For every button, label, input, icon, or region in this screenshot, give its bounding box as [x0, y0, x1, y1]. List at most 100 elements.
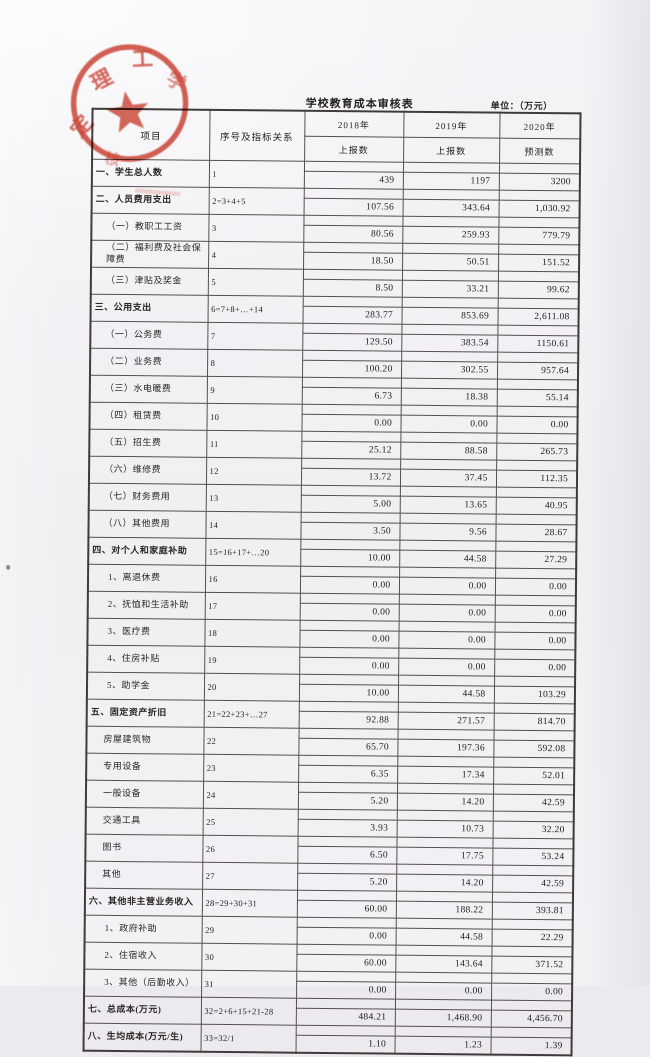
seal-illegible-text-mark	[134, 188, 181, 196]
row-label: （七）财务费用	[88, 483, 206, 512]
row-label: 一般设备	[85, 780, 204, 809]
col-subheader-2019: 上报数	[403, 137, 500, 164]
cell-value-2018: 0.00	[299, 603, 399, 622]
row-label: （二）福利费及社会保障费	[91, 240, 209, 269]
row-label: 六、其他非主营业务收入	[84, 888, 203, 917]
row-serial: 14	[205, 511, 301, 540]
row-label: （三）津贴及奖金	[90, 267, 209, 296]
row-label: （四）租赁费	[89, 402, 207, 431]
row-serial: 16	[204, 565, 301, 594]
seal-star-icon	[106, 91, 149, 133]
seal-char-3: 工	[131, 47, 153, 72]
cell-value-2018: 0.00	[299, 630, 399, 649]
cell-value-2018: 0.00	[299, 657, 399, 676]
cell-value-2019: 44.58	[395, 928, 492, 947]
unit-label: 单位：（万元）	[490, 100, 553, 112]
row-label: 5、助学金	[86, 672, 205, 701]
row-serial: 25	[202, 808, 298, 837]
cell-value-2020: 393.81	[491, 902, 573, 920]
cell-value-2018: 3.93	[297, 819, 397, 838]
row-label: （一）教职工工资	[91, 213, 209, 242]
cell-value-2019: 343.64	[402, 199, 499, 218]
cell-value-2018: 6.73	[301, 387, 401, 406]
row-serial: 19	[204, 646, 300, 675]
row-label: （三）水电暖费	[89, 375, 207, 404]
row-label: 2、住宿收入	[84, 942, 202, 971]
cell-value-2020: 0.00	[494, 605, 576, 623]
cell-value-2019: 853.69	[401, 307, 498, 326]
cell-value-2020: 592.08	[493, 740, 575, 758]
cell-value-2020: 53.24	[492, 848, 574, 866]
cell-value-2020: 3200	[498, 173, 580, 191]
cell-value-2018: 6.50	[297, 846, 397, 865]
cell-value-2020: 28.67	[495, 524, 577, 542]
cell-value-2020: 32.20	[492, 821, 574, 839]
cell-value-2020: 151.52	[498, 254, 580, 272]
cell-value-2018: 0.00	[299, 576, 400, 595]
row-label: 八、生均成本(万元/生)	[83, 1023, 201, 1052]
row-label: 其他	[85, 861, 203, 890]
row-serial: 7	[207, 322, 303, 351]
row-serial: 2=3+4+5	[208, 187, 304, 216]
cell-value-2018: 6.35	[298, 765, 398, 784]
row-serial: 32=2+6+15+21-28	[200, 997, 297, 1026]
row-serial: 21=22+23+…27	[203, 700, 299, 729]
row-serial: 13	[205, 484, 301, 513]
row-serial: 9	[206, 376, 302, 405]
cell-value-2019: 13.65	[399, 496, 496, 515]
cell-value-2018: 8.50	[302, 279, 402, 298]
cell-value-2020: 2,611.08	[497, 308, 579, 326]
cell-value-2019: 14.20	[396, 874, 493, 893]
cell-value-2019: 383.54	[401, 334, 498, 353]
cell-value-2019: 0.00	[398, 604, 495, 623]
cell-value-2018: 0.00	[296, 927, 396, 946]
cell-value-2018: 0.00	[296, 981, 396, 1000]
cell-value-2020: 0.00	[494, 632, 576, 650]
cell-value-2018: 60.00	[296, 900, 396, 919]
cell-value-2019: 259.93	[402, 226, 499, 245]
row-serial: 17	[204, 592, 300, 621]
cell-value-2018: 10.00	[300, 549, 400, 568]
cell-value-2020: 371.52	[491, 956, 573, 974]
row-serial: 8	[206, 349, 303, 378]
cost-table: 项目 序号及指标关系 2018年 2019年 2020年 上报数 上报数 预测数…	[82, 107, 582, 1057]
row-serial: 15=16+17+…20	[205, 538, 301, 567]
row-label: （六）维修费	[88, 456, 207, 485]
cell-value-2019: 17.34	[397, 766, 494, 785]
cell-value-2018: 13.72	[300, 468, 401, 487]
cell-value-2019: 50.51	[402, 253, 499, 272]
row-serial: 10	[206, 403, 302, 432]
cell-value-2019: 0.00	[398, 658, 495, 677]
cell-value-2018: 60.00	[296, 954, 396, 973]
cell-value-2020: 779.79	[498, 227, 580, 245]
seal-char-2: 理	[87, 64, 117, 95]
row-label: 三、公用支出	[90, 294, 208, 323]
row-label: 四、对个人和家庭补助	[88, 537, 206, 566]
cell-value-2020: 22.29	[491, 929, 573, 947]
cell-value-2018: 439	[303, 171, 403, 190]
col-header-serial: 序号及指标关系	[209, 109, 305, 162]
row-serial: 29	[201, 916, 297, 945]
cell-value-2020: 27.29	[495, 551, 577, 569]
row-label: 1、离退休费	[87, 564, 206, 593]
cell-value-2018: 25.12	[301, 441, 401, 460]
cell-value-2019: 17.75	[396, 847, 493, 866]
row-serial: 30	[201, 943, 297, 972]
cell-value-2018: 100.20	[301, 360, 402, 379]
row-serial: 28=29+30+31	[201, 889, 298, 918]
document-sheet: 学校教育成本审核表 单位：（万元） 项目 序号及指标关系 2018年 2019年…	[6, 44, 582, 1057]
cell-value-2020: 0.00	[494, 659, 576, 677]
cell-value-2019: 0.00	[400, 415, 497, 434]
cell-value-2019: 18.38	[400, 388, 497, 407]
row-label: 图书	[85, 834, 203, 863]
cell-value-2018: 10.00	[298, 684, 399, 703]
row-serial: 24	[202, 781, 299, 810]
cell-value-2018: 484.21	[295, 1008, 395, 1027]
cell-value-2020: 112.35	[495, 470, 578, 488]
cell-value-2020: 99.62	[497, 281, 579, 299]
cell-value-2018: 1.10	[295, 1035, 395, 1054]
row-serial: 20	[203, 673, 300, 702]
cell-value-2018: 3.50	[300, 522, 400, 541]
cell-value-2019: 88.58	[400, 442, 497, 461]
row-label: 4、住房补贴	[87, 645, 205, 674]
